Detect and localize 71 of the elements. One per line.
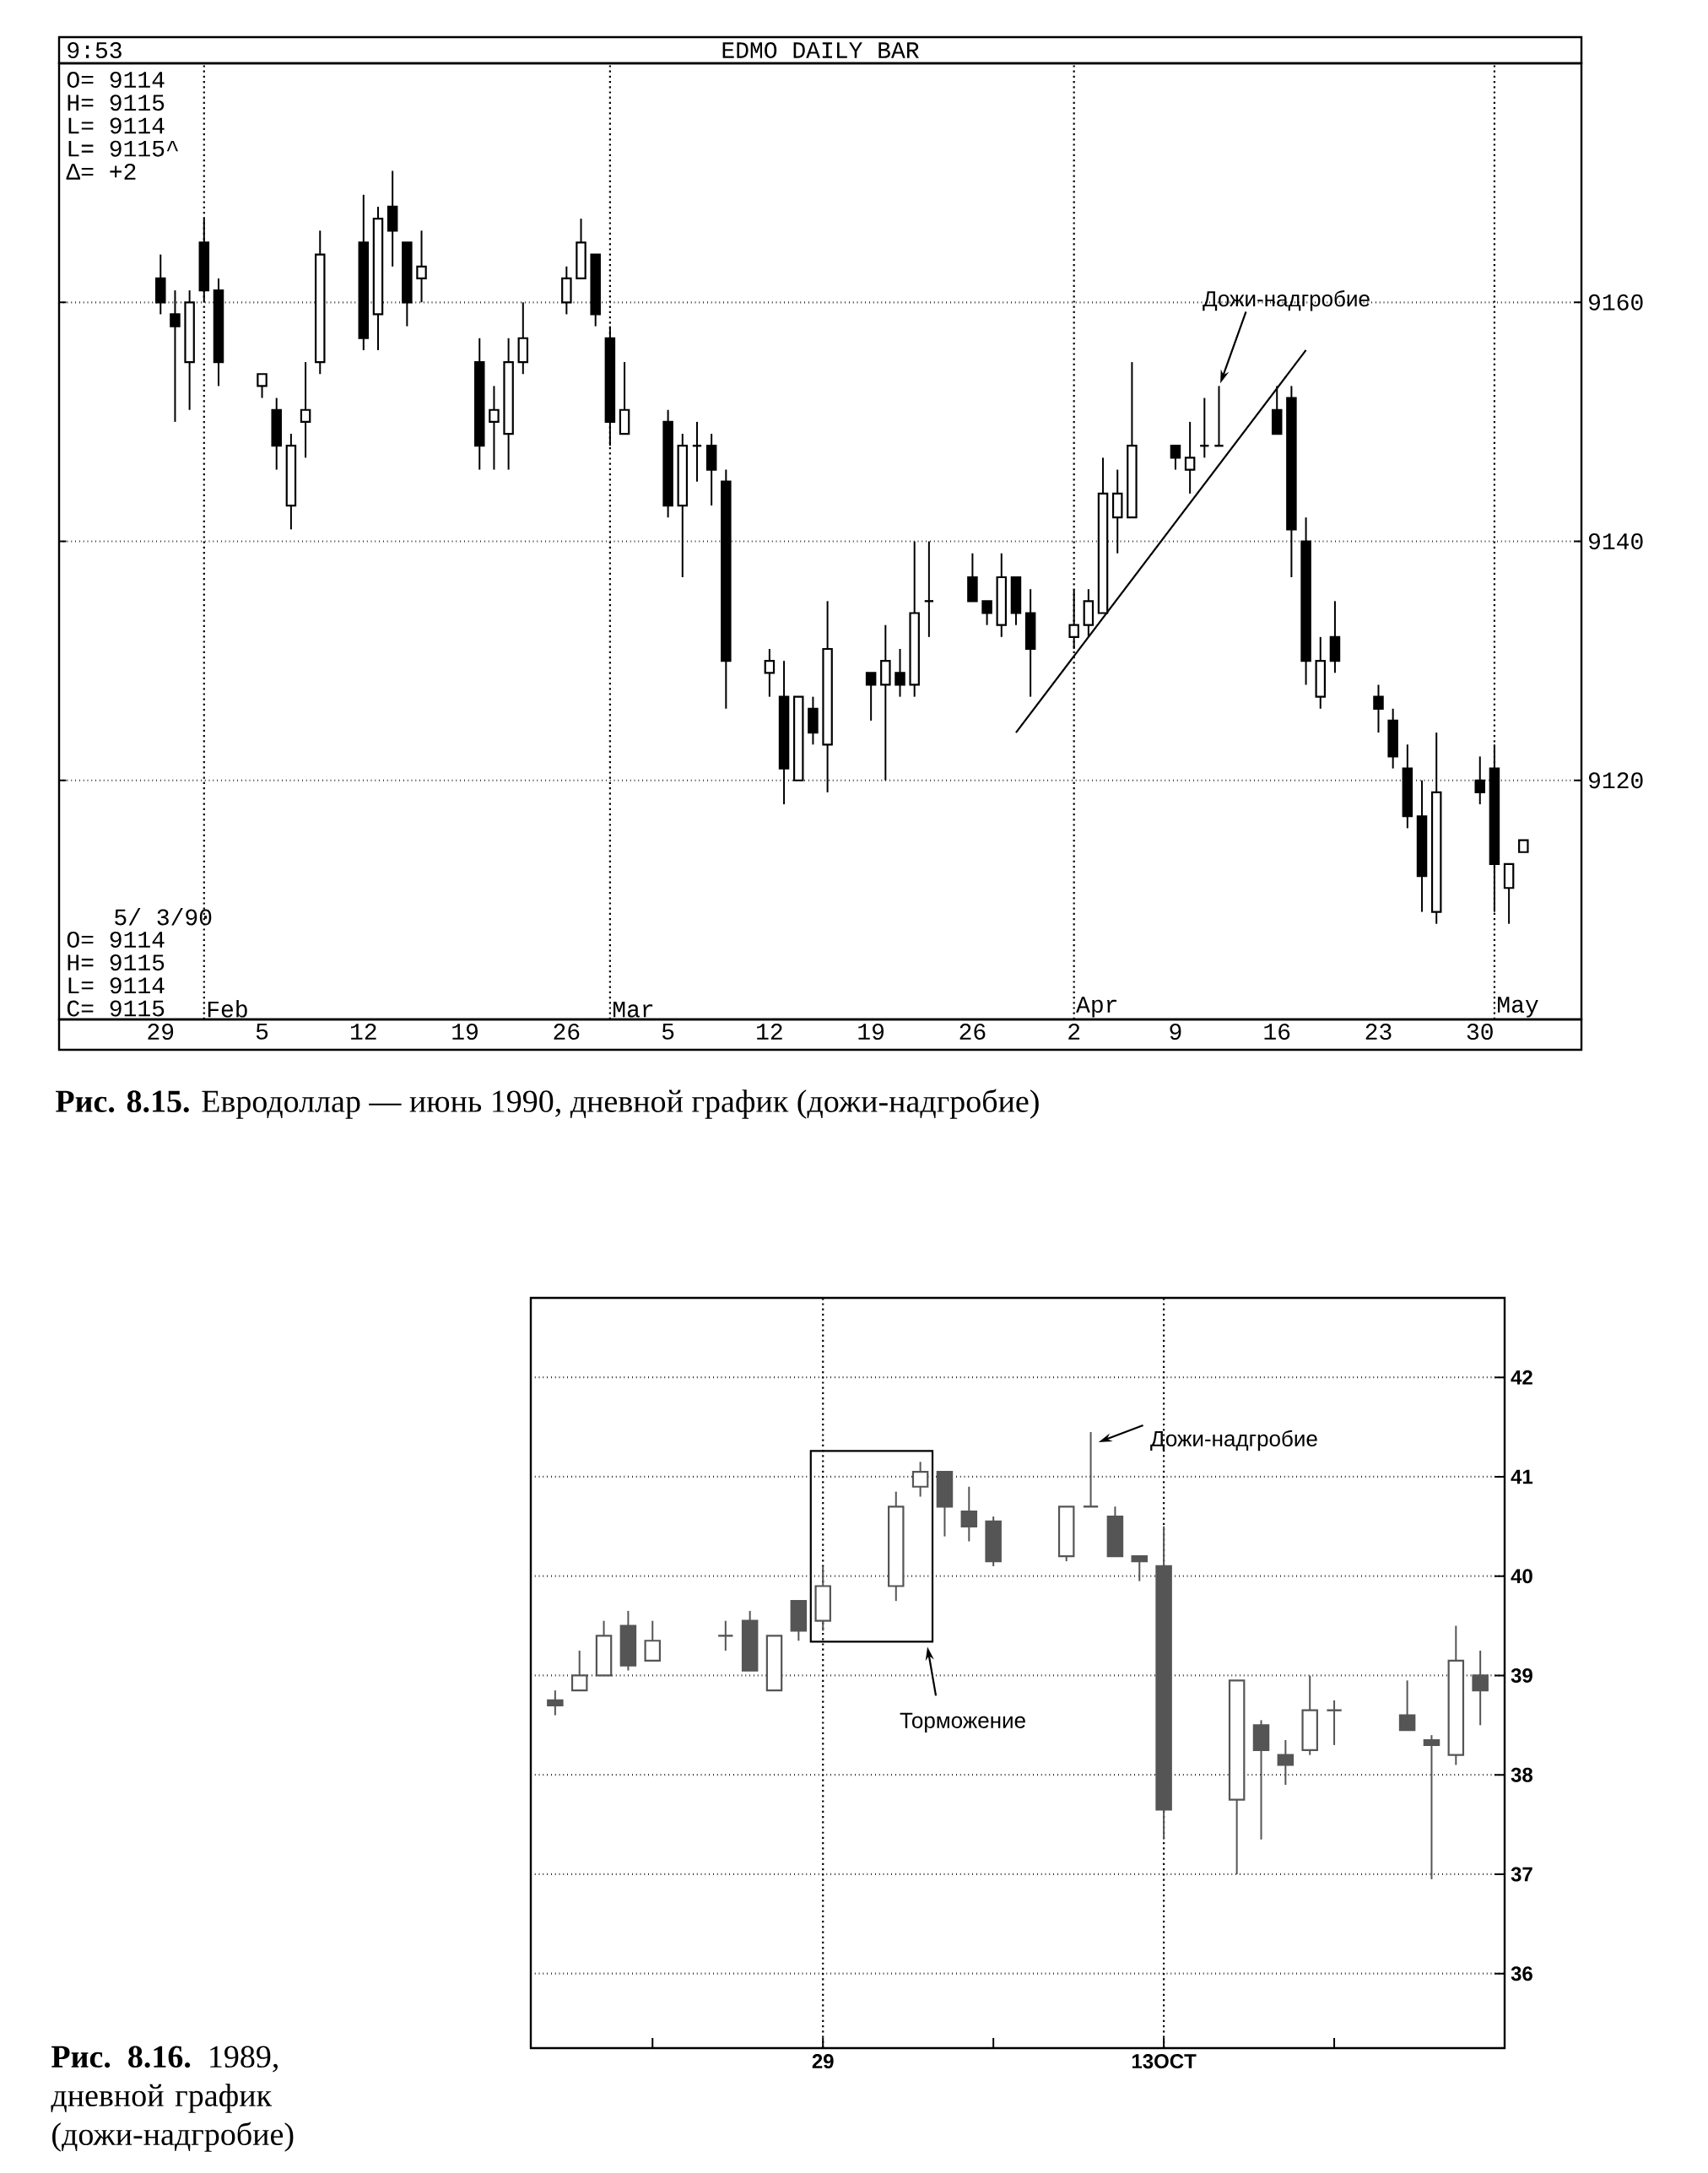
text: Рис. 8.16. 1989, дневной график (дожи-надгробие): [51, 2046, 294, 2152]
candlestick: [1373, 684, 1384, 734]
x-tick-label: 2: [1068, 1024, 1080, 1040]
y-tick-label: 36: [1511, 1966, 1532, 1981]
candlestick: [547, 1689, 564, 1716]
candlestick: [1131, 1555, 1149, 1582]
x-tick-label: 16: [1264, 1024, 1290, 1041]
annotation: Дожи-надгробие: [1203, 289, 1370, 311]
x-tick-label: 13OCT: [1132, 2054, 1197, 2069]
x-tick-label: 26: [959, 1024, 986, 1041]
candlestick: [1184, 420, 1196, 495]
chart-title: EDMO DAILY BAR: [722, 42, 919, 59]
annotation: C= 9115: [67, 1000, 165, 1017]
x-tick-label: 23: [1365, 1024, 1392, 1041]
x-tick-label: 5: [662, 1024, 674, 1040]
candlestick: [570, 1650, 588, 1692]
annotation: 5/ 3/90: [115, 907, 212, 926]
candlestick: [1170, 445, 1181, 471]
x-tick-label: 19: [858, 1024, 884, 1041]
annotation: Торможение: [900, 1712, 1025, 1733]
x-tick-label: 9: [1170, 1024, 1181, 1041]
x-tick-label: 26: [554, 1024, 580, 1041]
y-tick-label: 41: [1511, 1469, 1533, 1484]
candlestick: [923, 540, 935, 638]
y-tick-label: 39: [1511, 1668, 1532, 1683]
x-tick-label: 12: [757, 1024, 782, 1040]
x-tick-label: 12: [351, 1024, 376, 1040]
text: Рис. 8.15. Евродоллар — июнь 1990, дневной график (дожи-надгробие): [56, 1089, 1039, 1119]
annotation: O= 9114: [67, 931, 165, 948]
candlestick: [300, 361, 311, 459]
candlestick: [1474, 755, 1486, 806]
y-tick-label: 38: [1511, 1767, 1533, 1782]
candlestick: [764, 647, 776, 698]
y-tick-label: 9140: [1589, 533, 1643, 550]
ref-line-label: Feb: [208, 1000, 247, 1018]
ref-line-label: May: [1498, 997, 1538, 1018]
ref-line-label: Mar: [613, 1001, 653, 1018]
x-tick-label: 19: [452, 1024, 478, 1041]
candlestick: [1472, 1650, 1489, 1727]
y-tick-label: 40: [1511, 1569, 1532, 1584]
y-tick-label: 42: [1511, 1370, 1532, 1385]
candlestick: [981, 600, 992, 626]
candlestick: [1326, 1699, 1343, 1746]
annotation: L= 9115^: [68, 140, 178, 157]
candlestick: [960, 1485, 978, 1543]
x-tick-label: 5: [256, 1024, 268, 1040]
candlestick: [865, 672, 877, 722]
text: 9:53: [68, 42, 122, 59]
candlestick: [257, 373, 268, 399]
annotation: H= 9115: [68, 954, 165, 971]
candlestick: [1398, 1679, 1416, 1732]
candlestick: [911, 1461, 929, 1498]
annotation: H= 9115: [68, 95, 165, 111]
annotation: Δ= +2: [66, 163, 136, 180]
y-tick-label: 37: [1511, 1867, 1532, 1882]
annotation: O= 9114: [67, 72, 165, 89]
candlestick: [1277, 1739, 1295, 1786]
x-tick-label: 30: [1467, 1024, 1493, 1041]
candlestick: [644, 1619, 662, 1662]
candlestick: [489, 385, 500, 471]
x-tick-label: 29: [148, 1024, 174, 1041]
annotation: L= 9114: [68, 117, 165, 134]
ref-line-label: Apr: [1076, 997, 1116, 1018]
y-tick-label: 9120: [1589, 772, 1643, 789]
candlestick: [1423, 1734, 1440, 1880]
y-tick-label: 9160: [1589, 294, 1643, 311]
candlestick: [895, 647, 905, 698]
x-tick-label: 29: [812, 2054, 834, 2069]
candlestick: [716, 1619, 734, 1652]
annotation: L= 9114: [68, 977, 165, 994]
annotation: Дожи-надгробие: [1150, 1430, 1317, 1451]
